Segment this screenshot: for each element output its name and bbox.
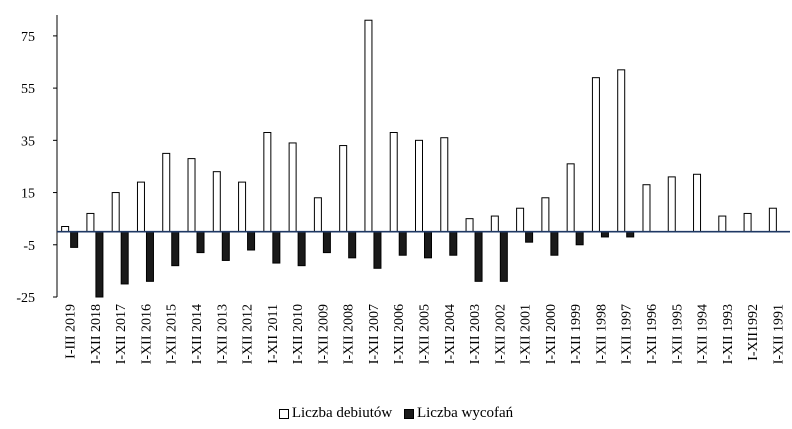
bar-wycofania	[95, 231, 104, 298]
x-tick-label: I-XII 2014	[190, 304, 205, 364]
x-tick-label: I-XII 2009	[316, 304, 331, 364]
bar-debiuty	[541, 197, 550, 233]
legend-swatch-debiuty	[278, 408, 289, 419]
bar-wycofania	[348, 231, 357, 259]
legend-swatch-wycofania	[403, 408, 414, 419]
bar-wycofania	[70, 231, 79, 248]
bar-debiuty	[86, 212, 95, 233]
x-tick-label: I-XII 2000	[544, 304, 559, 364]
y-tick-label: -25	[16, 291, 35, 306]
bar-debiuty	[718, 215, 727, 233]
x-tick-label: I-XII 2012	[241, 304, 256, 364]
bar-debiuty	[693, 173, 702, 233]
bar-debiuty	[187, 158, 196, 233]
x-tick-label: I-XII 1994	[696, 304, 711, 364]
bar-wycofania	[575, 231, 584, 246]
x-tick-label: I-XII 2016	[139, 304, 154, 364]
x-tick-label: I-III 2019	[64, 304, 79, 359]
bar-debiuty	[642, 184, 651, 233]
bar-debiuty	[440, 137, 449, 233]
bar-wycofania	[196, 231, 205, 254]
x-tick-label: I-XII 2013	[215, 304, 230, 364]
bar-debiuty	[313, 197, 322, 233]
bar-debiuty	[288, 142, 297, 233]
x-tick-label: I-XII 2004	[443, 304, 458, 364]
bar-debiuty	[136, 181, 145, 233]
x-tick-label: I-XII 2010	[291, 304, 306, 364]
bar-debiuty	[617, 69, 626, 233]
bar-debiuty	[768, 207, 777, 233]
bar-debiuty	[364, 19, 373, 233]
bar-debiuty	[415, 139, 423, 233]
x-tick-label: I-XII 2005	[418, 304, 433, 364]
bar-wycofania	[550, 231, 559, 256]
bar-wycofania	[322, 231, 331, 254]
y-tick-label: 75	[21, 30, 35, 45]
y-tick-label: 35	[21, 134, 35, 149]
bar-wycofania	[221, 231, 230, 261]
bar-wycofania	[272, 231, 281, 264]
bar-wycofania	[449, 231, 458, 256]
bar-debiuty	[263, 132, 272, 233]
bar-debiuty	[566, 163, 575, 233]
bar-debiuty	[212, 171, 221, 233]
x-tick-label: I-XII 1998	[594, 304, 609, 364]
bar-wycofania	[297, 231, 306, 267]
bar-debiuty	[591, 77, 600, 233]
bar-debiuty	[743, 212, 752, 233]
x-tick-label: I-XII 2017	[114, 304, 129, 364]
bar-wycofania	[424, 231, 432, 259]
legend-item-wycofania: Liczba wycofań	[403, 405, 514, 422]
x-tick-label: I-XII 1991	[771, 304, 786, 364]
x-tick-label: I-XII 2018	[89, 304, 104, 364]
bar-debiuty	[111, 192, 120, 233]
y-tick-label: 55	[21, 82, 35, 97]
legend: Liczba debiutów Liczba wycofań	[0, 405, 792, 424]
legend-label-wycofania: Liczba wycofań	[416, 405, 514, 421]
x-tick-label: I-XII 2003	[468, 304, 483, 364]
bar-wycofania	[120, 231, 129, 285]
bar-debiuty	[162, 152, 171, 233]
legend-item-debiuty: Liczba debiutów	[278, 405, 393, 422]
x-tick-label: I-XII 2015	[165, 304, 180, 364]
x-tick-label: I-XII 1993	[721, 304, 736, 364]
x-tick-label: I-XII1992	[746, 304, 761, 361]
x-tick-label: I-XII 2002	[493, 304, 508, 364]
y-tick-label: -5	[23, 239, 35, 254]
bars-group	[61, 19, 777, 298]
x-tick-label: I-XII 1995	[670, 304, 685, 364]
x-tick-label: I-XII 1999	[569, 304, 584, 364]
bar-wycofania	[398, 231, 407, 256]
x-tick-label: I-XII 2008	[342, 304, 357, 364]
chart: -25 -5 15 35 55 75 I-III 2019 I-XII 2018 I-XII …	[16, 15, 790, 364]
bar-wycofania	[474, 231, 483, 282]
bar-wycofania	[145, 231, 154, 282]
y-tick-label: 15	[21, 187, 35, 202]
x-tick-label: I-XII 2007	[367, 304, 382, 364]
bar-wycofania	[499, 231, 508, 282]
bar-debiuty	[238, 181, 247, 233]
bar-debiuty	[465, 218, 474, 233]
x-tick-labels: I-III 2019 I-XII 2018 I-XII 2017 I-XII 2016…	[64, 304, 787, 364]
x-tick-label: I-XII 1996	[645, 304, 660, 364]
bar-debiuty	[389, 132, 398, 233]
x-tick-label: I-XII 2006	[392, 304, 407, 364]
bar-debiuty	[339, 145, 348, 233]
bar-wycofania	[171, 231, 180, 267]
bar-wycofania	[525, 231, 534, 243]
x-tick-label: I-XII 2011	[266, 304, 281, 364]
bar-debiuty	[490, 215, 499, 233]
legend-label-debiuty: Liczba debiutów	[291, 405, 393, 421]
y-axis: -25 -5 15 35 55 75	[16, 15, 58, 306]
x-tick-label: I-XII 1997	[620, 304, 635, 364]
x-tick-label: I-XII 2001	[519, 304, 534, 364]
bar-debiuty	[667, 176, 676, 233]
bar-wycofania	[247, 231, 256, 251]
bar-debiuty	[516, 207, 525, 233]
bar-wycofania	[373, 231, 382, 269]
